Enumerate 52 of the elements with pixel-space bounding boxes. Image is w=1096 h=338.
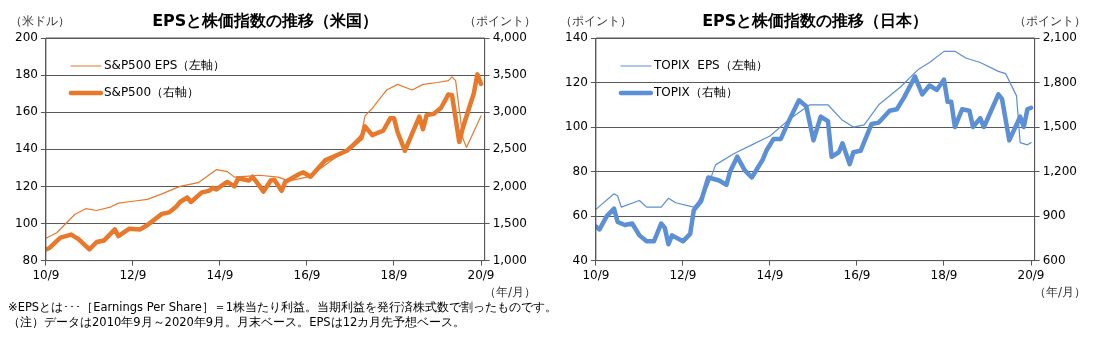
y-tick-label: 140 bbox=[15, 141, 38, 156]
y2-tick-label: 2,500 bbox=[492, 141, 528, 156]
legend-label: TOPIX EPS（左軸） bbox=[652, 58, 768, 73]
x-tick-label: 20/9 bbox=[467, 267, 495, 282]
y-tick-label: 180 bbox=[15, 67, 38, 82]
y-tick-label: 120 bbox=[15, 178, 38, 193]
y-tick-label: 80 bbox=[22, 252, 38, 267]
y-tick-label: 100 bbox=[15, 215, 38, 230]
y2-axis-title: （ポイント） bbox=[1014, 14, 1086, 29]
y-tick-label: 60 bbox=[572, 208, 588, 223]
x-tick-label: 12/9 bbox=[119, 267, 147, 282]
x-tick-label: 14/9 bbox=[206, 267, 234, 282]
x-tick-label: 18/9 bbox=[380, 267, 408, 282]
text: （注）データは2010年9月～2020年9月。月末ベース。EPSは12カ月先予想ベース。 bbox=[8, 315, 467, 330]
x-tick-label: 20/9 bbox=[1017, 267, 1045, 282]
y2-tick-label: 1,500 bbox=[1042, 119, 1078, 134]
y2-tick-label: 3,500 bbox=[492, 67, 528, 82]
x-tick-label: 18/9 bbox=[930, 267, 958, 282]
x-tick-label: 14/9 bbox=[756, 267, 784, 282]
legend-label: TOPIX（右軸） bbox=[652, 85, 738, 100]
y-axis-title: （ポイント） bbox=[560, 14, 632, 29]
y2-tick-label: 1,200 bbox=[1042, 163, 1078, 178]
y2-tick-label: 900 bbox=[1042, 208, 1066, 223]
y-tick-label: 120 bbox=[565, 74, 588, 89]
y-tick-label: 140 bbox=[565, 30, 588, 45]
y2-tick-label: 1,000 bbox=[492, 252, 528, 267]
y-axis-title: （米ドル） bbox=[10, 14, 70, 29]
y2-tick-label: 2,000 bbox=[492, 178, 528, 193]
x-axis-title: （年/月） bbox=[1033, 284, 1086, 299]
x-tick-label: 16/9 bbox=[293, 267, 321, 282]
x-tick-label: 12/9 bbox=[669, 267, 697, 282]
y2-tick-label: 4,000 bbox=[492, 30, 528, 45]
chart-title: EPSと株価指数の推移（米国） bbox=[152, 11, 379, 31]
x-axis-title: （年/月） bbox=[483, 284, 536, 299]
y-tick-label: 160 bbox=[15, 104, 38, 119]
text: ※EPSとは･･･［Earnings Per Share］＝1株当たり利益。当期利益を発行済株式数で割ったものです。 bbox=[8, 300, 559, 315]
y2-tick-label: 3,000 bbox=[492, 104, 528, 119]
y-tick-label: 40 bbox=[572, 252, 588, 267]
legend-label: S&P500 EPS（左軸） bbox=[103, 58, 226, 73]
chart-title: EPSと株価指数の推移（日本） bbox=[702, 11, 929, 31]
x-tick-label: 10/9 bbox=[582, 267, 610, 282]
y2-tick-label: 1,500 bbox=[492, 215, 528, 230]
y2-tick-label: 600 bbox=[1042, 252, 1066, 267]
y2-axis-title: （ポイント） bbox=[464, 14, 536, 29]
y2-tick-label: 1,800 bbox=[1042, 74, 1078, 89]
x-tick-label: 16/9 bbox=[843, 267, 871, 282]
x-tick-label: 10/9 bbox=[32, 267, 60, 282]
y-tick-label: 100 bbox=[565, 119, 588, 134]
y-tick-label: 200 bbox=[15, 30, 38, 45]
legend-label: S&P500（右軸） bbox=[103, 85, 200, 100]
y2-tick-label: 2,100 bbox=[1042, 30, 1078, 45]
y-tick-label: 80 bbox=[572, 163, 588, 178]
